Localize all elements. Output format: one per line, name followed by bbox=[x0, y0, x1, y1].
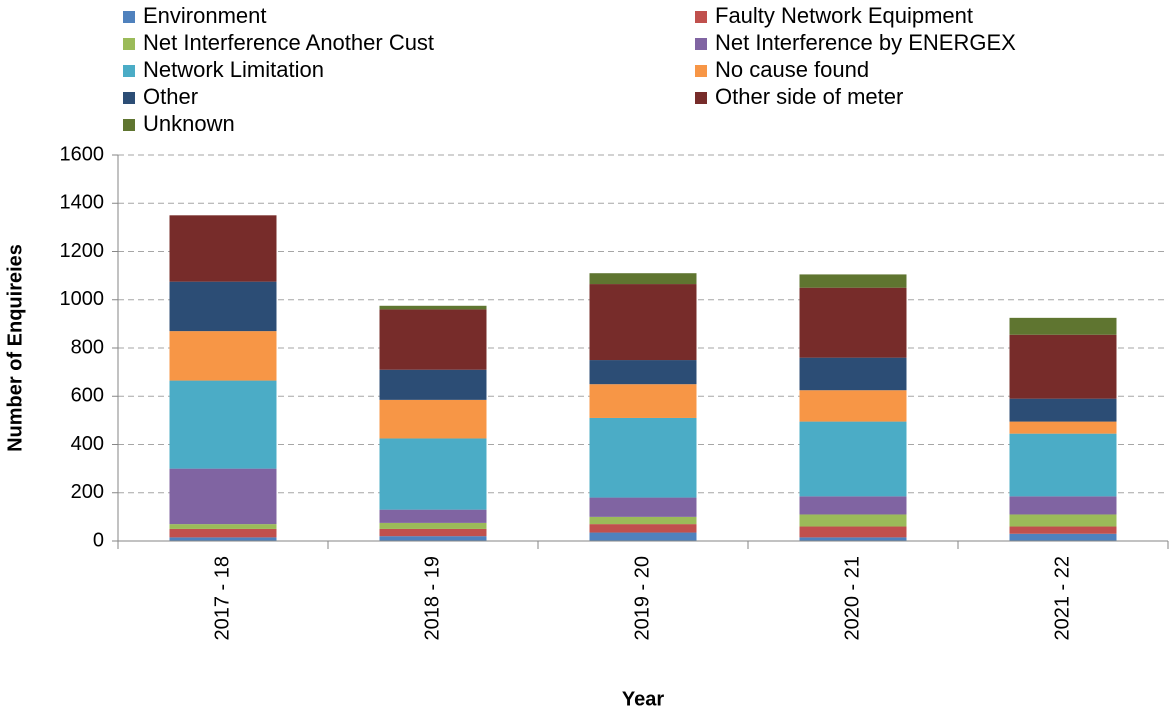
bar-segment bbox=[379, 522, 487, 529]
bar-segment bbox=[1009, 421, 1117, 434]
legend-label: Unknown bbox=[143, 111, 235, 136]
legend-swatch bbox=[123, 92, 135, 104]
bar-segment bbox=[589, 497, 697, 517]
y-tick-label: 200 bbox=[71, 481, 104, 503]
bar-segment bbox=[169, 281, 277, 332]
y-tick-label: 600 bbox=[71, 385, 104, 407]
legend-label: No cause found bbox=[715, 57, 869, 82]
x-axis-title: Year bbox=[622, 688, 664, 710]
bar-segment bbox=[1009, 526, 1117, 534]
bar-segment bbox=[589, 384, 697, 418]
bar-segment bbox=[169, 380, 277, 469]
legend-swatch bbox=[695, 65, 707, 77]
x-tick-label: 2021 - 22 bbox=[1051, 556, 1073, 641]
bar-segment bbox=[379, 536, 487, 541]
y-tick-label: 1600 bbox=[60, 143, 105, 165]
bar-segment bbox=[379, 528, 487, 537]
bar-segment bbox=[379, 369, 487, 400]
x-tick-label: 2017 - 18 bbox=[211, 556, 233, 641]
legend-label: Other side of meter bbox=[715, 84, 903, 109]
bar-segment bbox=[1009, 496, 1117, 515]
bar-segment bbox=[169, 537, 277, 541]
y-axis-title: Number of Enquireies bbox=[4, 244, 26, 452]
bar-segment bbox=[799, 274, 907, 288]
bar-segment bbox=[169, 528, 277, 538]
bar-segment bbox=[379, 509, 487, 523]
bar-segment bbox=[1009, 317, 1117, 335]
bar-segment bbox=[799, 537, 907, 541]
bar-segment bbox=[799, 287, 907, 358]
bar-segment bbox=[799, 390, 907, 422]
bar-segment bbox=[589, 417, 697, 498]
bar-segment bbox=[379, 305, 487, 310]
bar-segment bbox=[799, 421, 907, 497]
y-tick-label: 0 bbox=[93, 529, 104, 551]
bar-segment bbox=[799, 526, 907, 538]
bar-segment bbox=[169, 331, 277, 381]
bar-segment bbox=[589, 284, 697, 361]
legend-label: Net Interference Another Cust bbox=[143, 30, 434, 55]
bar-segment bbox=[589, 273, 697, 285]
bar-segment bbox=[379, 309, 487, 370]
legend-swatch bbox=[123, 11, 135, 23]
x-tick-label: 2018 - 19 bbox=[421, 556, 443, 641]
bar-segment bbox=[799, 357, 907, 391]
bar-segment bbox=[799, 514, 907, 527]
legend-swatch bbox=[123, 119, 135, 131]
y-tick-label: 400 bbox=[71, 433, 104, 455]
legend-swatch bbox=[123, 65, 135, 77]
bar-segment bbox=[589, 360, 697, 385]
legend-label: Network Limitation bbox=[143, 57, 324, 82]
bar-segment bbox=[1009, 398, 1117, 422]
y-tick-label: 800 bbox=[71, 336, 104, 358]
bar-segment bbox=[589, 524, 697, 533]
legend-label: Other bbox=[143, 84, 198, 109]
legend-swatch bbox=[695, 92, 707, 104]
bar-segment bbox=[1009, 514, 1117, 527]
bar-segment bbox=[1009, 433, 1117, 497]
bar-segment bbox=[1009, 533, 1117, 541]
legend-label: Faulty Network Equipment bbox=[715, 3, 973, 28]
x-tick-label: 2019 - 20 bbox=[631, 556, 653, 641]
bar-segment bbox=[169, 215, 277, 282]
bar-segment bbox=[379, 438, 487, 510]
y-tick-label: 1200 bbox=[60, 240, 105, 262]
bar-segment bbox=[799, 496, 907, 515]
legend-label: Environment bbox=[143, 3, 267, 28]
x-tick-label: 2020 - 21 bbox=[841, 556, 863, 641]
bar-segment bbox=[589, 532, 697, 541]
bar-segment bbox=[379, 399, 487, 439]
legend-swatch bbox=[695, 38, 707, 50]
legend-swatch bbox=[123, 38, 135, 50]
bar-segment bbox=[169, 524, 277, 529]
bar-segment bbox=[589, 516, 697, 525]
y-tick-label: 1400 bbox=[60, 192, 105, 214]
y-tick-label: 1000 bbox=[60, 288, 105, 310]
bar-segment bbox=[1009, 334, 1117, 399]
legend-label: Net Interference by ENERGEX bbox=[715, 30, 1016, 55]
bar-segment bbox=[169, 468, 277, 525]
legend-swatch bbox=[695, 11, 707, 23]
